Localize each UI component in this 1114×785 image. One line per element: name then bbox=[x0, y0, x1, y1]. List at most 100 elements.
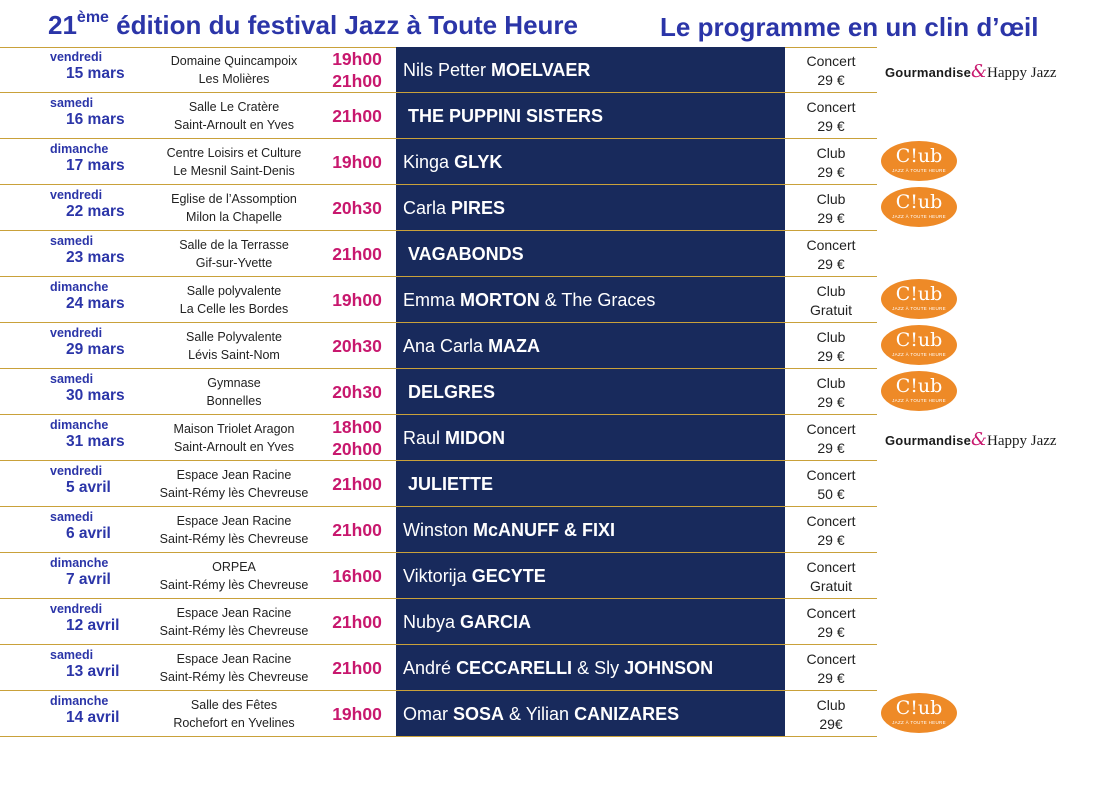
table-row: vendredi 22 mars Eglise de l’Assomption Mil… bbox=[0, 185, 1114, 231]
event-type: Club bbox=[816, 283, 846, 299]
venue-town: Saint-Arnoult en Yves bbox=[174, 118, 294, 132]
ticket-price: 29€ bbox=[819, 716, 843, 732]
club-logo-subtext: JAZZ À TOUTE HEURE bbox=[892, 352, 946, 357]
venue-name: Centre Loisirs et Culture bbox=[166, 146, 302, 160]
start-time: 19h00 bbox=[332, 151, 382, 172]
start-time: 20h30 bbox=[332, 197, 382, 218]
start-time: 20h30 bbox=[332, 381, 382, 402]
price-cell: Concert 50 € bbox=[785, 466, 877, 504]
price-cell: Concert 29 € bbox=[785, 420, 877, 458]
ticket-price: 29 € bbox=[817, 348, 845, 364]
price-cell: Concert 29 € bbox=[785, 236, 877, 274]
start-time: 18h00 bbox=[332, 416, 382, 437]
venue-town: Rochefort en Yvelines bbox=[173, 716, 295, 730]
schedule-table: vendredi 15 mars Domaine Quincampoix Les Mo… bbox=[0, 47, 1114, 737]
artist-cell: Kinga GLYK bbox=[396, 139, 785, 185]
artist-name: DELGRES bbox=[408, 381, 496, 402]
venue-name: Salle polyvalente bbox=[186, 284, 282, 298]
artist-first: Raul bbox=[403, 427, 441, 448]
start-time: 19h00 bbox=[332, 289, 382, 310]
weekday: samedi bbox=[50, 234, 94, 248]
artist-name: GLYK bbox=[454, 151, 503, 172]
venue-name: ORPEA bbox=[212, 560, 256, 574]
gourmandise-logo: Gourmandise&Happy Jazz bbox=[885, 61, 1095, 83]
artist-name: SOSA bbox=[453, 703, 505, 724]
day-date: 22 mars bbox=[66, 203, 125, 220]
artist-name-2: JOHNSON bbox=[624, 657, 714, 678]
day-date: 12 avril bbox=[66, 617, 120, 634]
table-row: dimanche 31 mars Maison Triolet Aragon Sain… bbox=[0, 415, 1114, 461]
table-row: vendredi 12 avril Espace Jean Racine Saint-… bbox=[0, 599, 1114, 645]
table-row: dimanche 7 avril ORPEA Saint-Rémy lès Chevr… bbox=[0, 553, 1114, 599]
artist-first: Ana Carla bbox=[403, 335, 484, 356]
gourmandise-text: Gourmandise bbox=[885, 65, 971, 80]
start-time: 21h00 bbox=[332, 473, 382, 494]
price-cell: Concert 29 € bbox=[785, 650, 877, 688]
weekday: vendredi bbox=[50, 188, 103, 202]
artist-name: THE PUPPINI SISTERS bbox=[408, 105, 604, 126]
club-logo-text: C!ub bbox=[895, 191, 943, 213]
start-time: 21h00 bbox=[332, 519, 382, 540]
page-subtitle: Le programme en un clin d’œil bbox=[660, 12, 1039, 42]
artist-name-2: CANIZARES bbox=[574, 703, 680, 724]
start-time: 21h00 bbox=[332, 657, 382, 678]
table-row: vendredi 5 avril Espace Jean Racine Saint-R… bbox=[0, 461, 1114, 507]
time-cell: 19h00 bbox=[318, 277, 396, 322]
artist-first: André bbox=[403, 657, 452, 678]
venue-cell: Salle des Fêtes Rochefort en Yvelines bbox=[150, 696, 318, 732]
day-date: 31 mars bbox=[66, 433, 125, 450]
venue-town: Gif-sur-Yvette bbox=[195, 256, 273, 270]
time-cell: 19h00 bbox=[318, 691, 396, 736]
artist-cell: VAGABONDS bbox=[396, 231, 785, 277]
ticket-price: 29 € bbox=[817, 72, 845, 88]
artist-cell: Omar SOSA & Yilian CANIZARES bbox=[396, 691, 785, 737]
artist-cell: André CECCARELLI & Sly JOHNSON bbox=[396, 645, 785, 691]
artist-first: Viktorija bbox=[403, 565, 467, 586]
artist-cell: Carla PIRES bbox=[396, 185, 785, 231]
weekday: samedi bbox=[50, 96, 94, 110]
time-cell: 19h00 21h00 bbox=[318, 47, 396, 92]
venue-name: Salle de la Terrasse bbox=[179, 238, 289, 252]
venue-cell: Salle de la Terrasse Gif-sur-Yvette bbox=[150, 236, 318, 272]
artist-name: JULIETTE bbox=[408, 473, 494, 494]
weekday: vendredi bbox=[50, 464, 103, 478]
artist-first: Nubya bbox=[403, 611, 456, 632]
table-row: samedi 13 avril Espace Jean Racine Saint-Ré… bbox=[0, 645, 1114, 691]
day-date: 17 mars bbox=[66, 157, 125, 174]
ticket-price: 29 € bbox=[817, 624, 845, 640]
weekday: vendredi bbox=[50, 50, 103, 64]
table-row: dimanche 14 avril Salle des Fêtes Rochefort… bbox=[0, 691, 1114, 737]
venue-name: Gymnase bbox=[207, 376, 261, 390]
event-type: Concert bbox=[806, 53, 856, 69]
ticket-price: 29 € bbox=[817, 394, 845, 410]
artist-first: Carla bbox=[403, 197, 447, 218]
venue-cell: Domaine Quincampoix Les Molières bbox=[150, 52, 318, 88]
time-cell: 21h00 bbox=[318, 599, 396, 644]
venue-town: Les Molières bbox=[198, 72, 270, 86]
venue-cell: Espace Jean Racine Saint-Rémy lès Chevreu… bbox=[150, 650, 318, 686]
time-cell: 18h00 20h00 bbox=[318, 415, 396, 460]
event-type: Concert bbox=[806, 559, 856, 575]
table-row: samedi 16 mars Salle Le Cratère Saint-Arnou… bbox=[0, 93, 1114, 139]
artist-first: Winston bbox=[403, 519, 469, 540]
weekday: dimanche bbox=[50, 418, 109, 432]
ampersand: & bbox=[971, 61, 988, 82]
artist-cell: THE PUPPINI SISTERS bbox=[396, 93, 785, 139]
day-date: 5 avril bbox=[66, 479, 111, 496]
price-cell: Concert 29 € bbox=[785, 98, 877, 136]
ticket-price: 29 € bbox=[817, 118, 845, 134]
weekday: dimanche bbox=[50, 556, 109, 570]
artist-extra: & The Graces bbox=[539, 289, 656, 310]
start-time: 19h00 bbox=[332, 48, 382, 69]
time-cell: 21h00 bbox=[318, 231, 396, 276]
table-row: samedi 6 avril Espace Jean Racine Saint-Rém… bbox=[0, 507, 1114, 553]
artist-cell: Winston McANUFF & FIXI bbox=[396, 507, 785, 553]
event-type: Concert bbox=[806, 237, 856, 253]
club-logo-subtext: JAZZ À TOUTE HEURE bbox=[892, 306, 946, 311]
happy-jazz-text: Happy Jazz bbox=[987, 65, 1057, 81]
club-logo-text: C!ub bbox=[895, 329, 943, 351]
weekday: dimanche bbox=[50, 142, 109, 156]
weekday: vendredi bbox=[50, 602, 103, 616]
event-type: Concert bbox=[806, 651, 856, 667]
artist-cell: JULIETTE bbox=[396, 461, 785, 507]
